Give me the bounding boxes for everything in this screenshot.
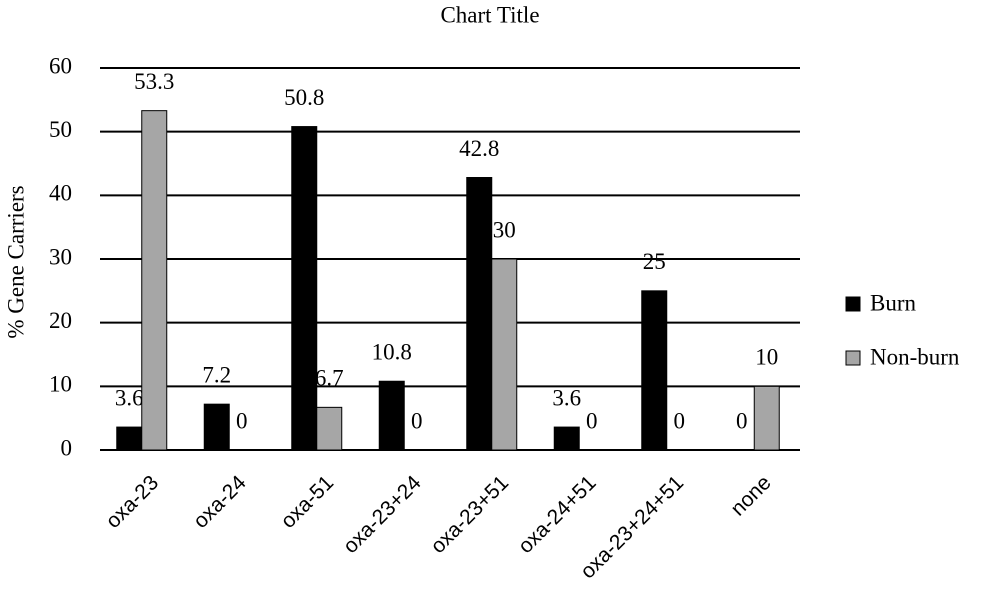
bar	[466, 177, 493, 451]
data-label: 42.8	[459, 136, 499, 161]
data-label: 10.8	[372, 340, 412, 365]
x-tick-label: oxa-24+51	[514, 471, 601, 558]
data-label: 53.3	[134, 69, 174, 94]
bar	[141, 110, 168, 451]
bar	[753, 385, 780, 451]
legend: Burn Non-burn	[845, 290, 960, 369]
data-label: 25	[643, 249, 666, 274]
x-tick-label: oxa-24	[189, 471, 251, 533]
y-tick-label: 20	[49, 308, 72, 333]
data-label: 0	[586, 408, 598, 433]
legend-label: Non-burn	[870, 344, 960, 369]
data-label: 0	[411, 408, 423, 433]
legend-label: Burn	[870, 290, 917, 315]
data-label: 0	[236, 408, 248, 433]
data-label: 10	[755, 345, 778, 370]
y-tick-label: 10	[49, 372, 72, 397]
bar	[203, 403, 230, 451]
x-tick-label: oxa-23+24	[339, 471, 426, 558]
x-tick-label: oxa-23+51	[426, 471, 513, 558]
bar	[291, 126, 318, 451]
y-tick-label: 50	[49, 117, 72, 142]
bar	[378, 380, 405, 451]
x-tick-label: oxa-23	[102, 471, 164, 533]
y-tick-label: 60	[49, 53, 72, 78]
data-label: 0	[674, 408, 686, 433]
bar	[491, 258, 518, 451]
x-tick-label: none	[726, 471, 775, 520]
y-tick-label: 0	[61, 435, 73, 460]
data-label: 0	[736, 408, 748, 433]
bar	[116, 426, 143, 451]
y-tick-label: 30	[49, 244, 72, 269]
data-label: 7.2	[202, 362, 231, 387]
data-label: 30	[493, 217, 516, 242]
data-label: 3.6	[115, 385, 144, 410]
bar	[553, 426, 580, 451]
y-axis-label: % Gene Carriers	[3, 185, 28, 338]
data-label: 50.8	[284, 85, 324, 110]
legend-swatch	[845, 296, 861, 312]
x-tick-label: oxa-51	[277, 471, 339, 533]
legend-swatch	[845, 350, 861, 366]
data-label: 6.7	[315, 366, 344, 391]
y-tick-label: 40	[49, 181, 72, 206]
data-label: 3.6	[552, 385, 581, 410]
bar	[641, 290, 668, 451]
bar	[316, 406, 343, 451]
chart-title: Chart Title	[440, 2, 539, 27]
